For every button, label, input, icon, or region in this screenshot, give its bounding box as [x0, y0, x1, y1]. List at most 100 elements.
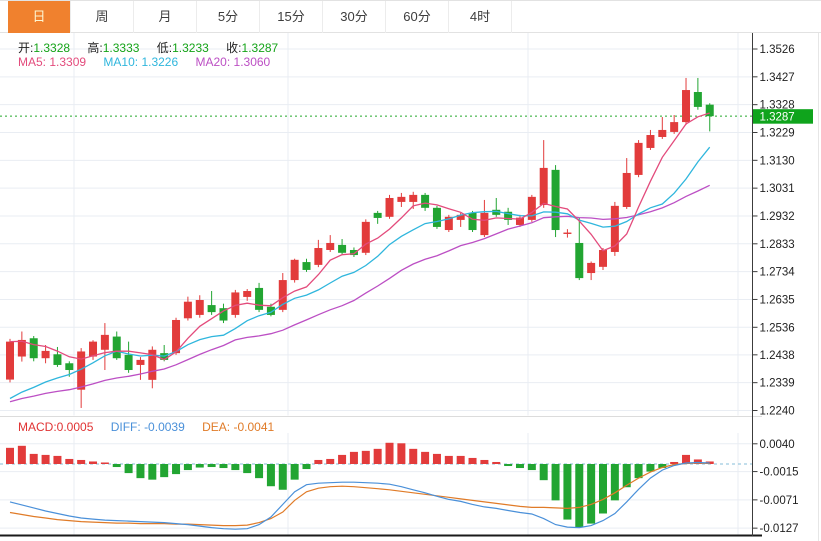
macd-axis-label: -0.0071 [760, 495, 799, 507]
macd-bar [515, 464, 524, 469]
price-axis-label: 1.2240 [760, 405, 795, 417]
macd-bar [444, 455, 453, 464]
macd-bar [385, 442, 394, 464]
macd-bar [148, 464, 157, 480]
macd-bar [432, 453, 441, 464]
price-axis-label: 1.2833 [760, 239, 795, 251]
macd-bar [468, 457, 477, 464]
tab-day[interactable]: 日 [8, 1, 71, 33]
macd-bar [338, 454, 347, 464]
candle-body [219, 308, 228, 321]
candle-body [705, 104, 714, 117]
ma5-value: 1.3309 [49, 55, 87, 69]
macd-bar [255, 464, 264, 479]
close-readout: 收:1.3287 [226, 41, 278, 55]
price-axis-label: 1.3427 [760, 72, 795, 84]
timeframe-toolbar: 日周月 5分 15分 30分 60分 4时 [0, 0, 821, 33]
macd-value-readout: MACD:0.0005 [18, 420, 93, 434]
candle-body [172, 319, 181, 354]
tab-week[interactable]: 周 [71, 1, 134, 33]
candle-body [563, 232, 572, 234]
macd-readout: MACD:0.0005 DIFF: -0.0039 DEA: -0.0041 [18, 420, 288, 434]
candle-body [112, 336, 121, 359]
macd-bar [65, 458, 74, 464]
candle-body [599, 249, 607, 267]
tab-60min[interactable]: 60分 [386, 1, 449, 33]
macd-bar [314, 459, 323, 464]
candle-body [148, 349, 157, 380]
macd-bar [480, 459, 489, 464]
dea-value: -0.0041 [233, 420, 275, 434]
close-label: 收: [226, 41, 242, 55]
tab-month[interactable]: 月 [134, 1, 197, 33]
candle-body [255, 287, 264, 310]
candle-body [302, 262, 311, 270]
dea-line [9, 462, 710, 527]
macd-bar [646, 464, 655, 472]
tab-5min[interactable]: 5分 [197, 1, 260, 33]
candle-body [183, 301, 192, 319]
candle-body [231, 292, 240, 315]
candle-body [361, 221, 370, 253]
macd-bar [622, 464, 631, 488]
candle-body [195, 300, 204, 315]
macd-bar [290, 464, 299, 480]
macd-bar [53, 455, 62, 464]
macd-bar [658, 464, 667, 469]
candle-body [622, 172, 631, 207]
macd-bar [373, 448, 382, 464]
macd-bar [172, 464, 181, 475]
macd-bar [527, 464, 536, 471]
candle-body [373, 212, 382, 218]
current-price-badge [753, 109, 813, 124]
candle-body [551, 169, 560, 231]
ma5-label: MA5: [18, 55, 47, 69]
price-axis-label: 1.3229 [760, 127, 795, 139]
candle-body [207, 305, 216, 313]
candle-body [515, 217, 524, 225]
tab-30min[interactable]: 30分 [323, 1, 386, 33]
diff-label: DIFF: [110, 420, 141, 434]
price-axis-label: 1.2339 [760, 378, 795, 390]
tab-15min[interactable]: 15分 [260, 1, 323, 33]
candle-body [6, 341, 14, 380]
high-value: 1.3333 [102, 41, 140, 55]
open-label: 开: [18, 41, 34, 55]
macd-bar [183, 464, 192, 471]
tab-4hour[interactable]: 4时 [449, 1, 512, 33]
macd-bar [349, 451, 358, 464]
candle-body [314, 248, 323, 265]
candle-body [658, 129, 667, 137]
candle-body [290, 259, 299, 281]
candle-body [409, 194, 418, 202]
price-axis-label: 1.2734 [760, 267, 796, 279]
macd-bar [124, 464, 133, 474]
macd-bar [29, 453, 38, 464]
ma20-label: MA20: [195, 55, 231, 69]
diff-line [9, 461, 710, 530]
candle-body [432, 207, 441, 227]
macd-bar [563, 464, 572, 520]
candle-body [326, 242, 335, 250]
price-axis-label: 1.3031 [760, 183, 795, 195]
candle-body [610, 205, 619, 252]
candle-body [421, 194, 430, 208]
macd-axis-label: -0.0127 [760, 523, 799, 535]
macd-bar [326, 458, 335, 464]
price-axis-label: 1.3130 [760, 155, 795, 167]
diff-value: -0.0039 [144, 420, 185, 434]
macd-label: MACD: [18, 420, 57, 434]
macd-bar [89, 461, 98, 464]
price-axis-label: 1.3328 [760, 100, 795, 112]
ma20-value: 1.3060 [233, 55, 271, 69]
macd-bar [551, 464, 560, 501]
macd-bar [231, 464, 240, 471]
candle-body [504, 211, 513, 220]
candle-body [17, 339, 26, 357]
macd-bar [219, 464, 228, 469]
candle-body [385, 197, 394, 217]
ma10-line [9, 146, 711, 400]
candle-body [397, 196, 406, 202]
